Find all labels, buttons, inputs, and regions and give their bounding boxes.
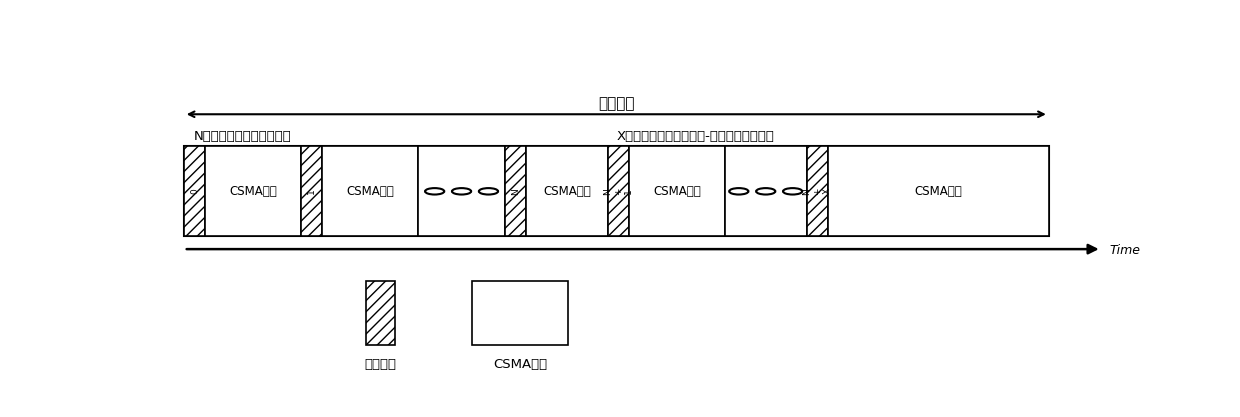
Text: N：表示白名单中电表数量: N：表示白名单中电表数量 xyxy=(193,130,291,143)
Bar xyxy=(205,146,301,236)
Text: N
+
1: N + 1 xyxy=(604,188,634,195)
Text: CSMA时隙: CSMA时隙 xyxy=(229,185,277,198)
Bar xyxy=(184,146,205,236)
Bar xyxy=(322,146,418,236)
Text: 信标时隙: 信标时隙 xyxy=(365,358,397,371)
Bar xyxy=(806,146,828,236)
Text: N: N xyxy=(511,188,520,195)
Text: N
+
X: N + X xyxy=(802,188,832,195)
Text: Time: Time xyxy=(1110,244,1141,257)
Bar xyxy=(526,146,608,236)
Text: X：载波网络节点上限值-白名单中电表数量: X：载波网络节点上限值-白名单中电表数量 xyxy=(616,130,774,143)
Bar xyxy=(828,146,1049,236)
Text: 信标周期: 信标周期 xyxy=(598,96,635,111)
Text: CSMA时隙: CSMA时隙 xyxy=(494,358,547,371)
Text: CSMA时隙: CSMA时隙 xyxy=(914,185,962,198)
Bar xyxy=(505,146,526,236)
Bar xyxy=(418,146,505,236)
Bar xyxy=(367,281,396,345)
Bar xyxy=(472,281,568,345)
Bar xyxy=(184,146,1049,236)
Text: CSMA时隙: CSMA时隙 xyxy=(653,185,701,198)
Text: CSMA时隙: CSMA时隙 xyxy=(543,185,590,198)
Bar xyxy=(725,146,806,236)
Bar xyxy=(629,146,725,236)
Text: 1: 1 xyxy=(308,188,316,194)
Bar xyxy=(301,146,322,236)
Text: CSMA时隙: CSMA时隙 xyxy=(346,185,394,198)
Bar xyxy=(608,146,629,236)
Text: 0: 0 xyxy=(190,188,198,194)
